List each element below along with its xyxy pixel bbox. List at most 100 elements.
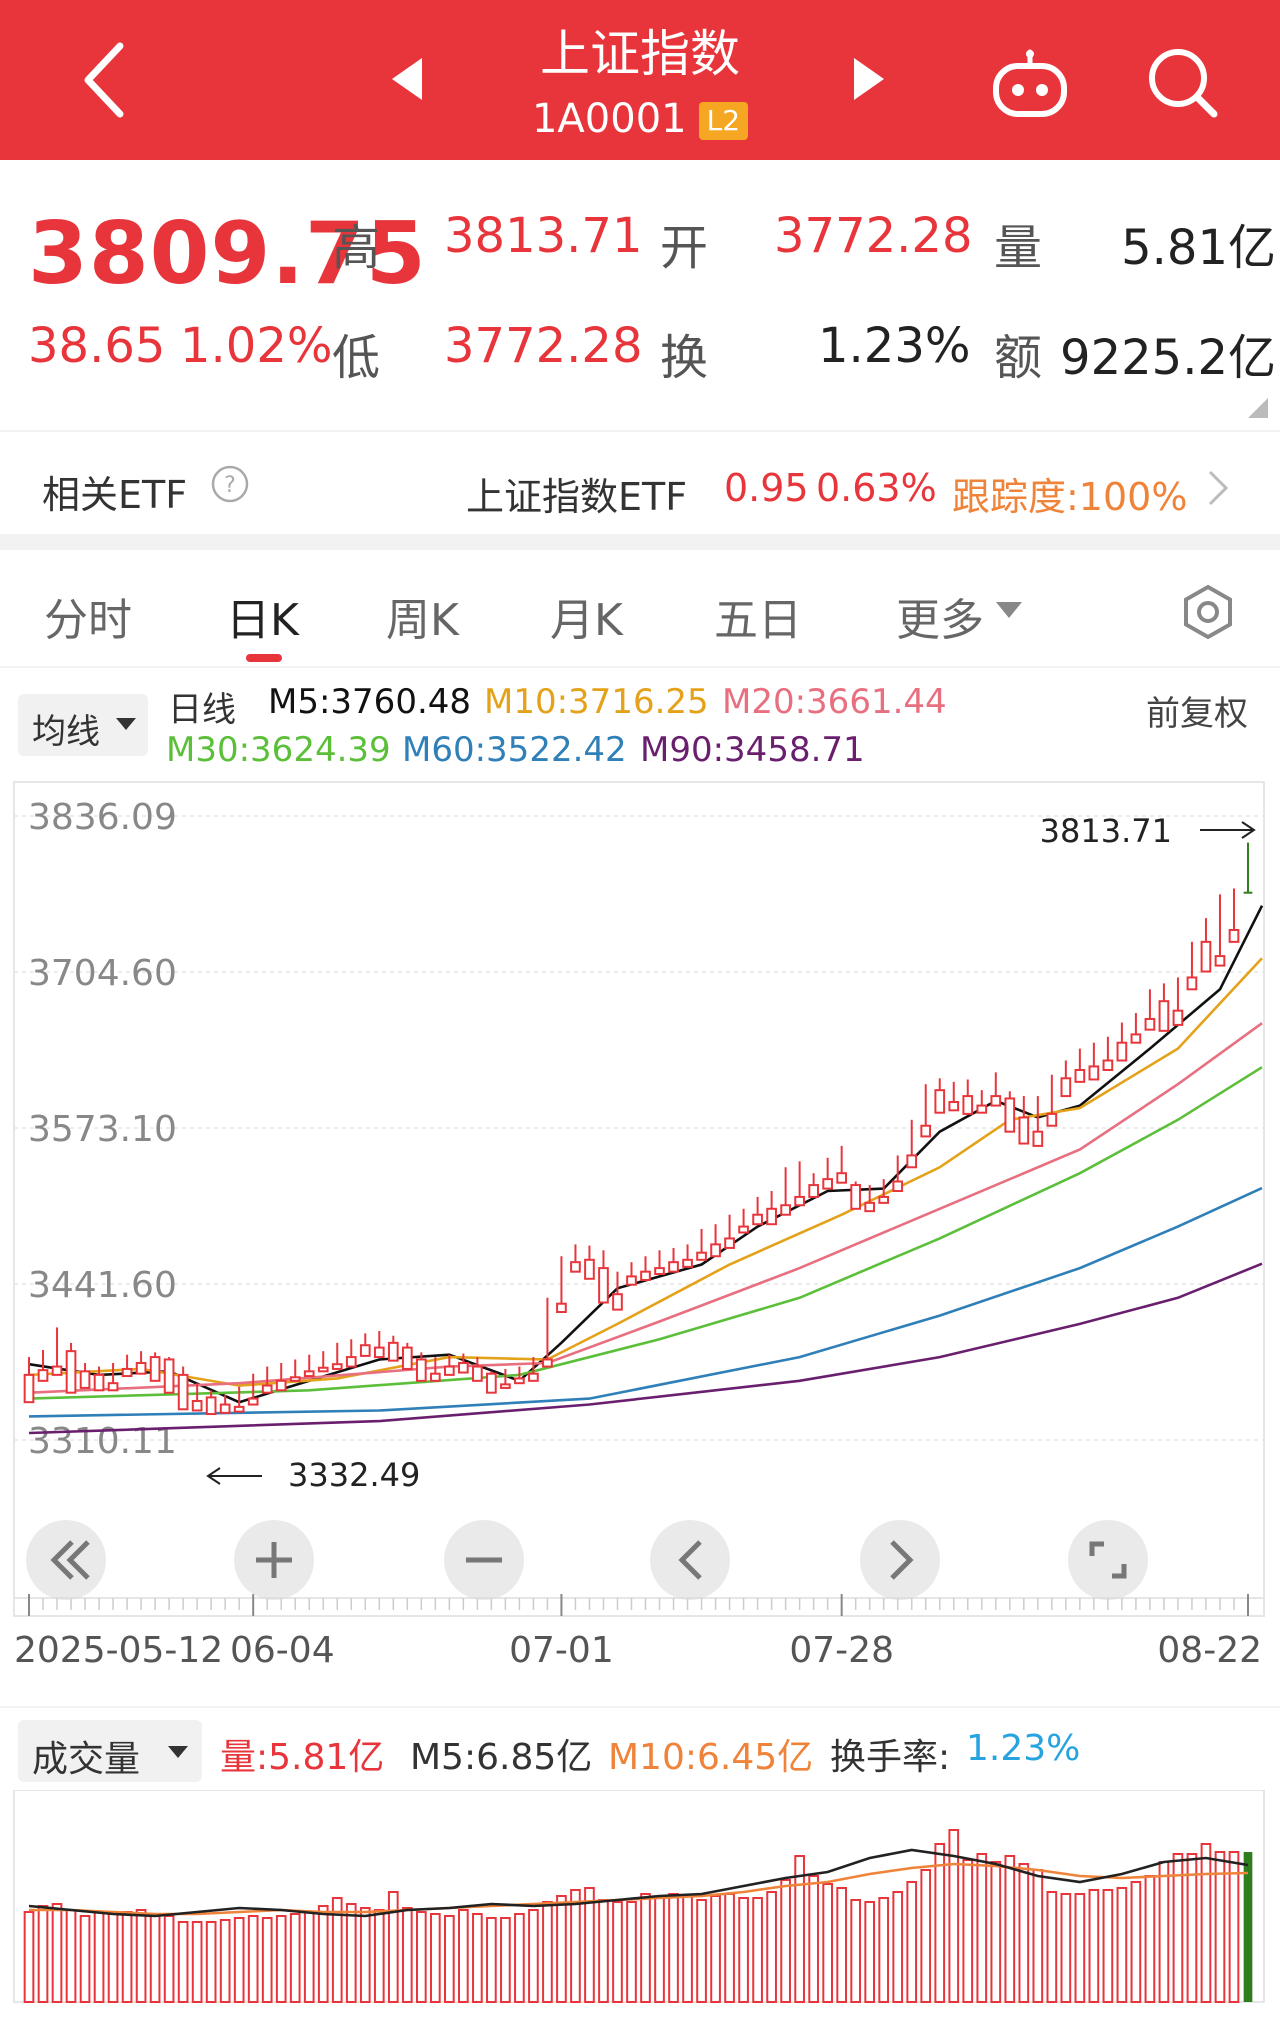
back-icon[interactable] xyxy=(80,40,130,120)
turnover-label: 换 xyxy=(660,330,709,386)
candle xyxy=(429,1357,441,1382)
volume-bar xyxy=(514,1913,525,2003)
candle-body xyxy=(1116,1041,1128,1062)
candle xyxy=(878,1179,890,1204)
x-tick-label: 08-22 xyxy=(1157,1630,1262,1671)
candle xyxy=(528,1357,539,1382)
candle-body xyxy=(261,1384,273,1394)
candlestick-chart[interactable]: 3836.09 3704.60 3573.10 3441.60 3310.11 3813… xyxy=(0,776,1280,1686)
volume-bar xyxy=(23,1911,35,2003)
candle-body xyxy=(1214,955,1226,967)
candle-body xyxy=(23,1373,35,1404)
legend-m90: M90:3458.71 xyxy=(640,730,865,770)
volume-bar xyxy=(1018,1863,1030,2003)
candle-body xyxy=(177,1373,189,1411)
candle-body xyxy=(1032,1130,1044,1147)
candle xyxy=(990,1072,1002,1107)
candle xyxy=(892,1155,904,1192)
section-gap xyxy=(0,534,1280,550)
candle-body xyxy=(696,1251,707,1261)
candle-body xyxy=(373,1346,385,1359)
candle-body xyxy=(331,1363,343,1370)
candle xyxy=(864,1185,876,1213)
fq-label[interactable]: 前复权 xyxy=(1146,694,1248,734)
volume-bar xyxy=(654,1897,665,2003)
volume-selector[interactable]: 成交量 xyxy=(18,1720,202,1782)
tab-five-day[interactable]: 五日 xyxy=(714,595,802,646)
candle xyxy=(486,1371,497,1394)
volume-bar xyxy=(892,1891,904,2003)
volume-bar xyxy=(696,1899,707,2003)
candle xyxy=(93,1366,105,1392)
candle xyxy=(780,1167,791,1216)
candle xyxy=(1243,842,1253,894)
help-icon[interactable]: ? xyxy=(210,464,250,504)
price-change-pct: 1.02% xyxy=(180,318,333,374)
volume-chart[interactable] xyxy=(0,1790,1280,2020)
candle-body xyxy=(415,1358,427,1382)
candle xyxy=(766,1190,777,1226)
stock-code: 1A0001 L2 xyxy=(0,96,1280,142)
volume-bar xyxy=(1144,1875,1156,2003)
settings-icon[interactable] xyxy=(1180,584,1236,640)
zoom-out-button[interactable] xyxy=(444,1520,524,1600)
ma-selector-label: 均线 xyxy=(32,712,100,752)
candle xyxy=(65,1342,77,1394)
candle-body xyxy=(934,1089,946,1114)
turnover-value: 1.23% xyxy=(818,318,971,374)
etf-label: 相关ETF xyxy=(42,473,188,517)
candle-body xyxy=(850,1184,862,1210)
candle xyxy=(556,1256,567,1314)
ma-selector[interactable]: 均线 xyxy=(18,694,148,756)
y-tick-label: 3573.10 xyxy=(28,1109,177,1150)
more-dropdown-icon[interactable] xyxy=(996,600,1022,620)
volume-bar xyxy=(1046,1891,1058,2003)
tab-more[interactable]: 更多 xyxy=(896,595,984,646)
candle-body xyxy=(387,1341,399,1362)
chevron-right-icon[interactable] xyxy=(1206,468,1230,508)
candle-body xyxy=(51,1365,63,1376)
candle-body xyxy=(598,1267,609,1304)
robot-icon[interactable] xyxy=(990,48,1070,120)
volume-bar xyxy=(359,1907,371,2003)
stock-code-text: 1A0001 xyxy=(531,96,687,142)
ma-line-m20 xyxy=(28,1022,1263,1394)
next-icon[interactable] xyxy=(852,56,888,102)
period-label: 日线 xyxy=(168,690,236,730)
candle xyxy=(261,1366,273,1394)
expand-corner-icon[interactable] xyxy=(1248,398,1268,418)
tab-weekly-k[interactable]: 周K xyxy=(386,595,459,646)
search-icon[interactable] xyxy=(1146,46,1220,120)
scroll-left-far-button[interactable] xyxy=(26,1520,106,1600)
x-axis: 2025-05-12 06-04 07-01 07-28 08-22 xyxy=(14,1594,1264,1671)
prev-icon[interactable] xyxy=(388,56,424,102)
etf-row[interactable]: 相关ETF ? 上证指数ETF 0.95 0.63% 跟踪度:100% xyxy=(0,432,1280,534)
volume-bar xyxy=(233,1917,245,2003)
candle-body xyxy=(626,1275,637,1286)
candle-body xyxy=(317,1366,329,1373)
candle xyxy=(303,1354,315,1378)
volume-bar xyxy=(37,1905,49,2003)
volume-bar xyxy=(822,1883,833,2003)
zoom-in-button[interactable] xyxy=(234,1520,314,1600)
volume-bar xyxy=(626,1901,637,2003)
candle xyxy=(500,1368,511,1389)
candle-body xyxy=(514,1377,525,1385)
volume-bar xyxy=(864,1901,876,2003)
scroll-left-button[interactable] xyxy=(650,1520,730,1600)
candle xyxy=(149,1352,161,1382)
candle-body xyxy=(65,1350,77,1394)
tab-intraday[interactable]: 分时 xyxy=(44,595,132,646)
scroll-right-button[interactable] xyxy=(860,1520,940,1600)
candle-body xyxy=(121,1367,133,1378)
candle xyxy=(275,1363,287,1392)
candle-body xyxy=(920,1124,932,1138)
candle xyxy=(1032,1096,1044,1147)
candle xyxy=(822,1157,833,1190)
volume-bar xyxy=(331,1897,343,2003)
candle-body xyxy=(542,1358,553,1368)
fullscreen-button[interactable] xyxy=(1068,1520,1148,1600)
tab-monthly-k[interactable]: 月K xyxy=(550,595,623,646)
tab-daily-k[interactable]: 日K xyxy=(226,595,299,646)
volume-bar xyxy=(766,1891,777,2003)
